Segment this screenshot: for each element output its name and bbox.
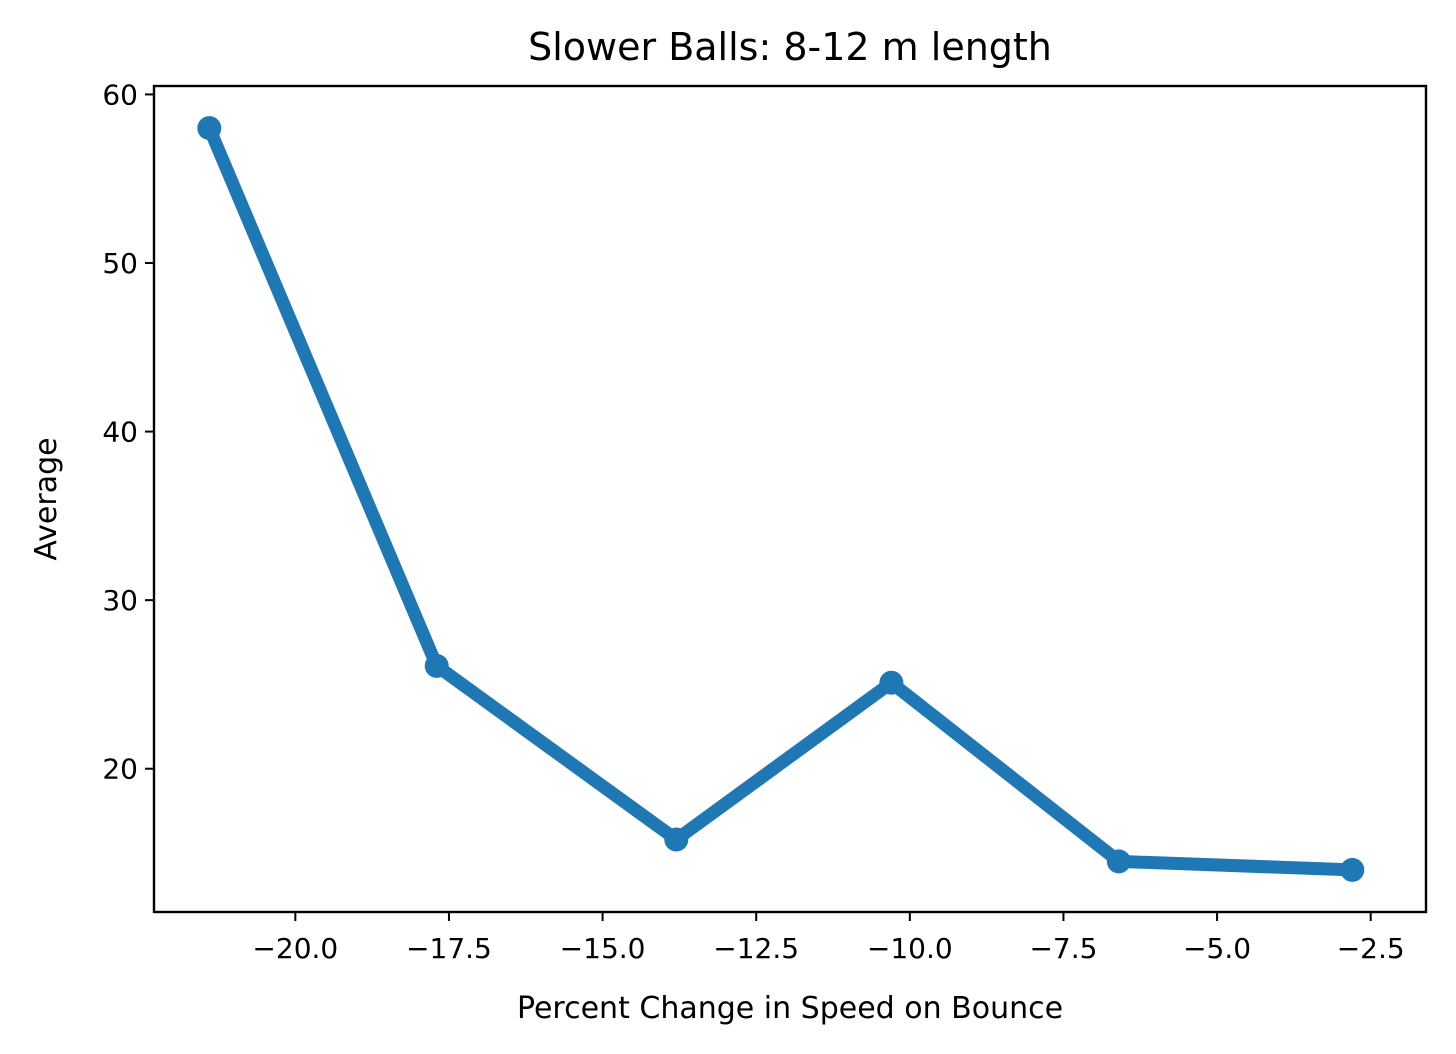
y-axis-ticks: 20 30 40 50 60	[102, 78, 154, 786]
x-tick-label: −17.5	[406, 932, 492, 965]
y-axis-label: Average	[29, 437, 64, 560]
axes-frame	[152, 84, 1428, 914]
x-tick-label: −12.5	[713, 932, 799, 965]
data-point	[879, 670, 904, 695]
x-tick-label: −2.5	[1337, 932, 1405, 965]
x-tick-label: −7.5	[1029, 932, 1097, 965]
data-point	[1340, 857, 1365, 882]
data-point	[664, 827, 689, 852]
data-point	[1106, 849, 1131, 874]
x-tick-label: −10.0	[867, 932, 953, 965]
y-tick-label: 30	[102, 584, 138, 617]
chart-title: Slower Balls: 8-12 m length	[528, 25, 1052, 69]
y-tick-label: 40	[102, 416, 138, 449]
y-tick-label: 60	[102, 78, 138, 111]
x-axis-label: Percent Change in Speed on Bounce	[517, 991, 1063, 1026]
data-point	[197, 116, 222, 141]
data-point	[424, 653, 449, 678]
plot-area	[197, 116, 1365, 882]
x-tick-label: −20.0	[252, 932, 338, 965]
y-tick-label: 20	[102, 753, 138, 786]
series-line	[202, 121, 1359, 877]
x-tick-label: −15.0	[560, 932, 646, 965]
x-axis-ticks: −20.0 −17.5 −15.0 −12.5 −10.0 −7.5 −5.0 −2.5	[252, 912, 1405, 965]
y-tick-label: 50	[102, 247, 138, 280]
x-tick-label: −5.0	[1183, 932, 1251, 965]
